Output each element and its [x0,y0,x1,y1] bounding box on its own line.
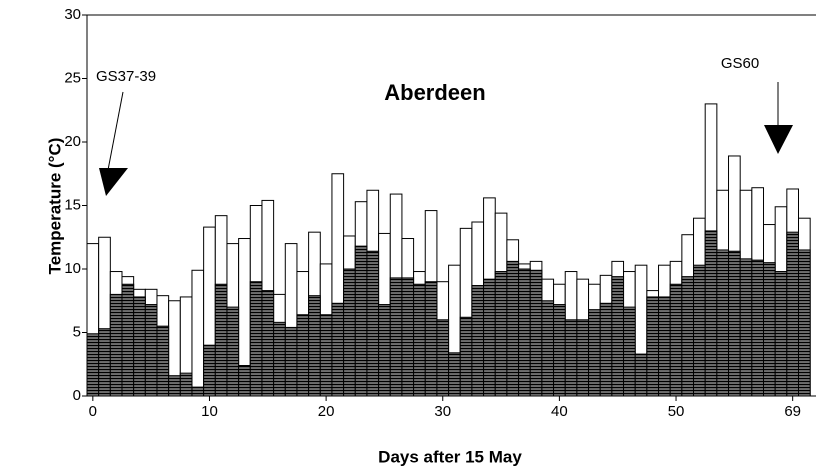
x-tick-label: 20 [318,403,335,420]
min-bar [133,296,146,397]
min-bar [144,304,158,397]
y-tick-label: 10 [64,260,81,277]
min-bar [448,352,461,397]
y-tick-label: 15 [64,196,81,213]
min-bar [191,386,205,397]
min-bar [284,326,298,397]
min-bar [669,283,683,397]
arrow-head [764,125,793,154]
min-bar [238,365,251,397]
min-bar [763,262,776,397]
y-tick-label: 30 [64,6,81,23]
min-bar [249,281,263,397]
min-bar [366,250,380,397]
min-bar [518,268,531,397]
x-tick-label: 10 [201,403,218,420]
min-bar [296,314,310,397]
arrow-head [99,168,128,196]
chart-title: Aberdeen [384,80,485,105]
min-bar [681,276,695,397]
max-bar [191,269,205,397]
min-bar [728,250,741,397]
y-axis-title: Temperature (°C) [45,138,64,275]
x-tick-label: 40 [551,403,568,420]
x-tick-label: 30 [434,403,451,420]
min-bar [541,300,555,397]
x-tick-label: 0 [89,403,97,420]
min-bar [529,269,543,397]
min-bar [786,231,800,397]
min-bar [156,325,170,397]
min-bar [389,277,403,397]
annotation: GS37-39 [96,68,156,85]
min-bar [564,319,578,397]
min-bar [798,249,811,397]
min-bar [739,258,753,397]
y-tick-label: 25 [64,69,81,86]
min-bar [623,306,636,397]
min-bar [121,283,135,397]
min-bar [599,302,613,397]
min-bar [226,306,240,397]
min-bar [751,259,765,397]
min-bar [203,344,216,397]
y-tick-label: 0 [73,387,81,404]
min-bar [459,316,473,397]
min-bar [308,295,321,397]
min-bar [774,271,788,397]
min-bar [693,264,706,397]
min-bar [646,296,660,397]
min-bar [471,285,485,397]
annotation: GS60 [721,55,759,72]
min-bar [436,319,450,397]
min-bar [214,283,228,397]
min-bar [261,290,275,397]
min-bar [343,268,356,397]
x-tick-label: 50 [668,403,685,420]
min-bar [716,249,730,397]
arrow [107,91,124,171]
min-bar [98,328,111,397]
min-bar [506,260,520,397]
x-tick-label: 69 [784,403,801,420]
min-bar [378,304,391,397]
min-bar [168,375,181,397]
min-bar [576,319,590,397]
y-tick-label: 20 [64,133,81,150]
y-tick-label: 5 [73,323,81,340]
min-bar [86,333,100,397]
min-bar [179,372,193,397]
min-bar [494,271,508,397]
min-bar [634,353,648,397]
min-bar [704,230,718,397]
min-bar [483,278,496,397]
min-bar [658,296,671,397]
min-bar [319,314,333,397]
x-axis-title: Days after 15 May [378,447,522,466]
min-bar [424,281,438,397]
min-bar [331,302,345,397]
min-bar [354,245,368,397]
min-bar [588,309,601,397]
min-bar [273,321,286,397]
min-bar [611,276,625,397]
min-bar [109,293,123,397]
min-bar [413,283,426,397]
min-bar [401,277,415,397]
min-bar [553,304,566,397]
